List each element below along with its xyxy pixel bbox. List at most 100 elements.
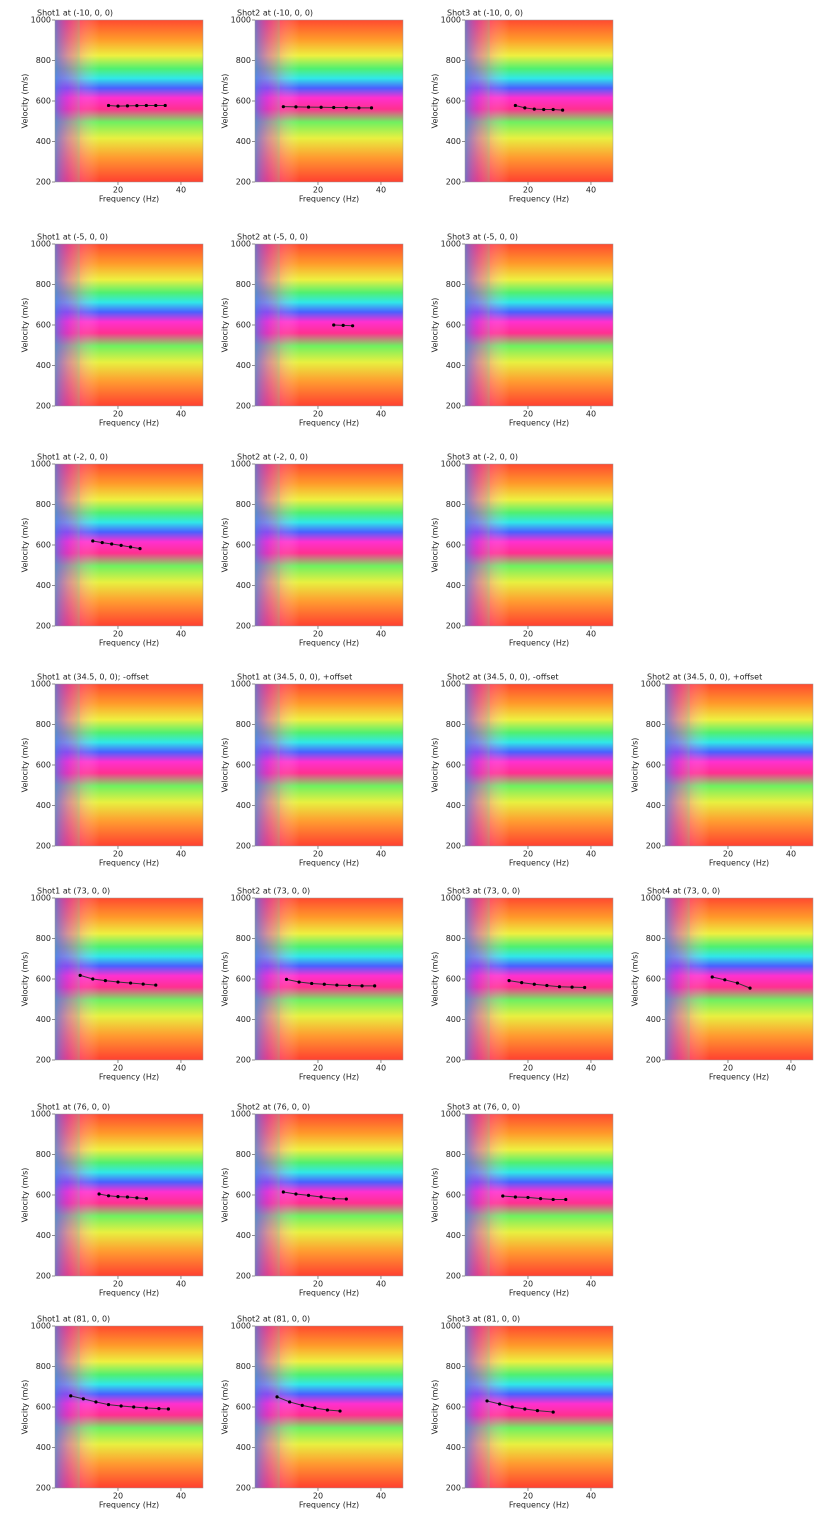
- pick-point: [570, 985, 574, 989]
- panel-title: Shot2 at (81, 0, 0): [237, 1315, 310, 1324]
- y-tick-label: 200: [446, 1484, 461, 1493]
- y-tick-label: 400: [36, 1443, 51, 1452]
- y-axis-label: Velocity (m/s): [21, 74, 30, 129]
- pick-point: [498, 1402, 502, 1406]
- y-tick-label: 800: [236, 1362, 251, 1371]
- image-bands: [465, 464, 490, 626]
- pick-point: [557, 985, 562, 989]
- y-tick-label: 1000: [31, 1322, 51, 1331]
- x-axis-label: Frequency (Hz): [99, 639, 159, 648]
- image-bands: [465, 898, 490, 1060]
- pick-point: [275, 1395, 279, 1399]
- pick-point: [154, 103, 158, 108]
- pick-point: [144, 1406, 148, 1410]
- pick-line: [276, 1396, 341, 1412]
- image-bands: [465, 1326, 490, 1488]
- y-tick-label: 800: [236, 934, 251, 943]
- panel-title: Shot1 at (73, 0, 0): [37, 887, 110, 896]
- panel: Shot1 at (-2, 0, 0) 200 400 600 800 1000 20 40 F…: [21, 453, 204, 648]
- x-axis-label: Frequency (Hz): [299, 639, 359, 648]
- y-tick-label: 800: [36, 720, 51, 729]
- panel: Shot2 at (34.5, 0, 0), -offset 200 400 600 8…: [431, 673, 614, 868]
- pick-point: [281, 105, 285, 109]
- y-tick-label: 600: [36, 321, 51, 330]
- y-tick-label: 400: [36, 1015, 51, 1024]
- x-axis-label: Frequency (Hz): [99, 419, 159, 428]
- y-tick-label: 200: [36, 402, 51, 411]
- pick-point: [125, 104, 130, 108]
- x-tick-label: 20: [313, 1280, 323, 1289]
- panel-title: Shot1 at (76, 0, 0): [37, 1103, 110, 1112]
- pick-point: [141, 982, 145, 986]
- pick-point: [288, 1400, 292, 1404]
- pick-point: [322, 982, 326, 986]
- pick-point: [332, 323, 336, 327]
- panel: Shot1 at (34.5, 0, 0), +offset 200 400 600 8…: [221, 673, 404, 868]
- y-tick-label: 400: [36, 801, 51, 810]
- pick-point: [157, 1407, 161, 1411]
- panel: Shot1 at (81, 0, 0) 200 400 600 800 1000 20 40 F…: [21, 1315, 204, 1510]
- pick-point: [319, 105, 323, 109]
- x-tick-label: 40: [786, 850, 796, 859]
- y-axis-label: Velocity (m/s): [431, 74, 440, 129]
- x-tick-label: 40: [176, 630, 186, 639]
- x-tick-label: 40: [376, 410, 386, 419]
- pick-point: [310, 981, 314, 986]
- y-tick-label: 1000: [441, 460, 461, 469]
- x-tick-label: 20: [723, 850, 733, 859]
- y-tick-label: 200: [236, 622, 251, 631]
- pick-point: [535, 1409, 540, 1413]
- x-tick-label: 20: [313, 1492, 323, 1501]
- y-tick-label: 200: [646, 1056, 661, 1065]
- image-bands: [55, 1114, 80, 1276]
- pick-point: [116, 980, 120, 984]
- y-tick-label: 400: [236, 581, 251, 590]
- x-tick-label: 20: [523, 186, 533, 195]
- x-tick-label: 20: [113, 1280, 123, 1289]
- pick-line: [502, 1195, 566, 1200]
- pick-point: [154, 983, 158, 987]
- x-axis-label: Frequency (Hz): [99, 1073, 159, 1082]
- panel-title: Shot1 at (34.5, 0, 0); -offset: [37, 673, 149, 682]
- x-tick-label: 40: [376, 850, 386, 859]
- y-tick-label: 600: [236, 975, 251, 984]
- y-axis-label: Velocity (m/s): [21, 298, 30, 353]
- y-tick-label: 200: [646, 842, 661, 851]
- y-tick-label: 600: [446, 97, 461, 106]
- y-tick-label: 600: [236, 761, 251, 770]
- y-tick-label: 600: [36, 1191, 51, 1200]
- image-bands: [465, 684, 490, 846]
- y-tick-label: 800: [36, 500, 51, 509]
- x-tick-label: 40: [376, 1492, 386, 1501]
- panel-title: Shot1 at (-5, 0, 0): [37, 233, 108, 242]
- x-tick-label: 40: [786, 1064, 796, 1073]
- pick-point: [735, 981, 740, 985]
- pick-point: [526, 1195, 530, 1200]
- panel-title: Shot2 at (-10, 0, 0): [237, 9, 313, 18]
- panel-title: Shot2 at (34.5, 0, 0), -offset: [447, 673, 559, 682]
- panel: Shot3 at (73, 0, 0) 200 400 600 800 1000 20 40 F…: [431, 887, 614, 1082]
- y-tick-label: 600: [236, 97, 251, 106]
- pick-line: [283, 1191, 347, 1200]
- y-axis-label: Velocity (m/s): [21, 738, 30, 793]
- pick-point: [103, 979, 107, 983]
- x-tick-label: 40: [376, 186, 386, 195]
- y-tick-label: 800: [446, 1150, 461, 1159]
- y-tick-label: 800: [36, 56, 51, 65]
- pick-point: [128, 981, 133, 985]
- pick-point: [284, 977, 289, 982]
- pick-point: [135, 104, 139, 108]
- y-tick-label: 1000: [231, 460, 251, 469]
- x-tick-label: 40: [376, 1280, 386, 1289]
- y-tick-label: 1000: [231, 16, 251, 25]
- y-tick-label: 800: [36, 934, 51, 943]
- x-tick-label: 40: [586, 186, 596, 195]
- x-tick-label: 20: [523, 1492, 533, 1501]
- y-tick-label: 600: [446, 321, 461, 330]
- y-axis-label: Velocity (m/s): [221, 1380, 230, 1435]
- x-tick-label: 40: [176, 410, 186, 419]
- pick-point: [341, 323, 345, 328]
- pick-point: [523, 106, 527, 110]
- image-bands: [55, 244, 80, 406]
- y-axis-label: Velocity (m/s): [431, 952, 440, 1007]
